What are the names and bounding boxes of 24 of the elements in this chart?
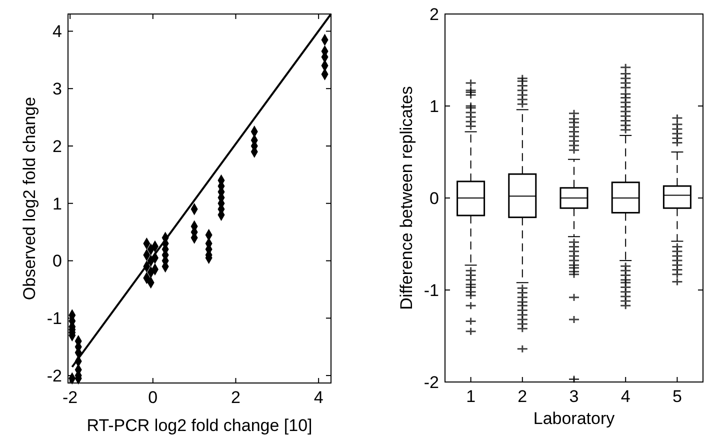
y-tick-label: 1 (52, 194, 62, 214)
x-tick-label: 3 (569, 387, 579, 406)
x-tick-label: 4 (620, 387, 630, 406)
y-tick-label: 1 (430, 96, 439, 116)
x-tick-label: 2 (231, 388, 240, 407)
y-tick-label: 2 (52, 136, 62, 156)
y-tick-label: 0 (430, 188, 439, 208)
x-tick-label: 0 (148, 388, 158, 407)
x-tick-label: 5 (672, 387, 682, 406)
x-tick-label: 2 (518, 387, 528, 406)
y-tick-label: -1 (46, 309, 62, 328)
y-tick-label: -1 (424, 280, 439, 300)
y-tick-label: 3 (52, 80, 62, 99)
y-axis-title: Observed log2 fold change (20, 96, 39, 300)
y-tick-label: -2 (424, 372, 439, 392)
y-tick-label: 0 (52, 252, 62, 271)
y-tick-label: 2 (430, 4, 439, 24)
x-axis-title: RT-PCR log2 fold change [10] (86, 416, 312, 435)
y-tick-label: 4 (52, 22, 62, 42)
y-tick-label: -2 (46, 366, 62, 386)
x-axis-title: Laboratory (533, 409, 616, 428)
x-tick-label: 4 (314, 388, 324, 407)
y-axis-title: Difference between replicates (397, 86, 416, 310)
x-tick-label: 1 (466, 387, 476, 406)
